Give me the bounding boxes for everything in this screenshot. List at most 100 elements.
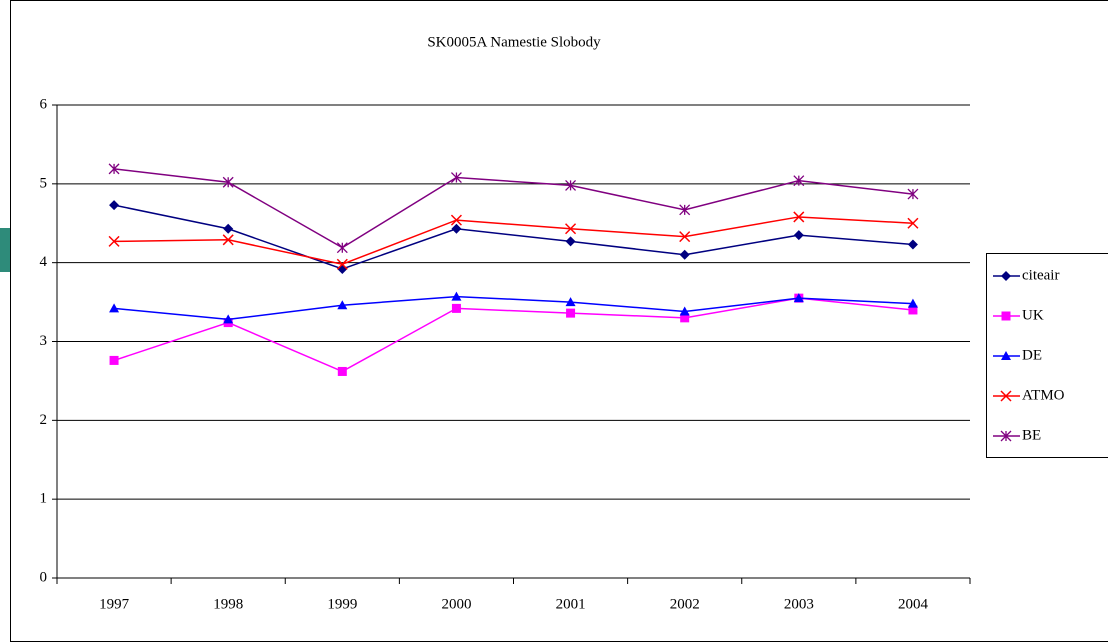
legend-marker	[1000, 390, 1012, 402]
x-tick-label: 2002	[670, 596, 700, 612]
legend-marker	[1001, 311, 1011, 321]
marker-shape	[337, 366, 347, 376]
marker-shape	[566, 308, 576, 318]
data-point	[680, 313, 690, 323]
marker-shape	[565, 179, 577, 191]
data-point	[793, 175, 805, 187]
data-point	[222, 234, 234, 246]
chart-frame	[10, 0, 1108, 642]
marker-shape	[109, 200, 120, 211]
marker-shape	[337, 300, 348, 310]
data-point	[337, 366, 347, 376]
data-point	[222, 176, 234, 188]
marker-shape	[680, 313, 690, 323]
marker-shape	[451, 303, 461, 313]
marker-shape	[679, 306, 690, 316]
series-line	[114, 216, 913, 266]
marker-shape	[1001, 271, 1011, 281]
marker-shape	[223, 223, 234, 234]
marker-shape	[793, 175, 805, 187]
legend-marker	[1001, 351, 1011, 360]
marker-shape	[223, 314, 234, 324]
marker-shape	[1000, 390, 1012, 402]
x-tick-label: 2003	[784, 596, 814, 612]
data-point	[336, 258, 348, 270]
marker-shape	[109, 355, 119, 365]
data-point	[451, 303, 461, 313]
x-tick-label: 1999	[327, 596, 357, 612]
marker-shape	[451, 223, 462, 234]
data-point	[450, 214, 462, 226]
data-point	[109, 303, 120, 313]
legend-label: DE	[1022, 347, 1042, 363]
data-point	[907, 217, 919, 229]
data-point	[908, 305, 918, 315]
data-point	[679, 249, 690, 260]
data-point	[679, 306, 690, 316]
marker-shape	[336, 258, 348, 270]
data-point	[793, 211, 805, 223]
data-point	[907, 188, 919, 200]
legend-label: UK	[1022, 307, 1044, 323]
data-point	[337, 300, 348, 310]
data-point	[450, 172, 462, 183]
legend-marker	[1001, 271, 1011, 281]
data-point	[565, 223, 577, 235]
data-point	[109, 355, 119, 365]
data-point	[451, 223, 462, 234]
x-tick-label: 2001	[556, 596, 586, 612]
data-point	[679, 204, 691, 216]
marker-shape	[1001, 351, 1011, 360]
marker-shape	[450, 214, 462, 226]
side-tab	[0, 228, 10, 272]
marker-shape	[222, 176, 234, 188]
chart-title: SK0005A Namestie Slobody	[427, 34, 601, 50]
marker-shape	[679, 204, 691, 216]
y-tick-label: 1	[40, 491, 48, 507]
data-point	[108, 235, 120, 247]
legend-marker	[1000, 430, 1012, 442]
data-point	[907, 239, 918, 250]
data-point	[793, 230, 804, 241]
y-tick-label: 5	[40, 175, 48, 191]
data-point	[223, 223, 234, 234]
marker-shape	[108, 163, 120, 175]
marker-shape	[565, 223, 577, 235]
x-tick-label: 1998	[213, 596, 243, 612]
marker-shape	[336, 242, 348, 254]
marker-shape	[109, 303, 120, 313]
data-point	[108, 163, 120, 175]
y-tick-label: 4	[40, 254, 48, 270]
data-point	[565, 179, 577, 191]
marker-shape	[451, 291, 462, 301]
y-tick-label: 0	[40, 569, 48, 585]
series-line	[113, 204, 913, 270]
marker-shape	[793, 293, 804, 303]
marker-shape	[793, 211, 805, 223]
data-point	[793, 293, 804, 303]
data-point	[566, 308, 576, 318]
legend-label: ATMO	[1022, 387, 1065, 403]
marker-shape	[450, 172, 462, 183]
y-tick-label: 6	[40, 96, 48, 112]
data-point	[451, 291, 462, 301]
legend-label: citeair	[1022, 267, 1059, 283]
marker-shape	[908, 305, 918, 315]
marker-shape	[907, 188, 919, 200]
series-line	[113, 297, 914, 373]
x-tick-label: 2004	[898, 596, 929, 612]
y-tick-label: 2	[40, 412, 48, 428]
data-point	[679, 231, 691, 243]
legend-label: BE	[1022, 427, 1041, 443]
x-tick-label: 2000	[441, 596, 471, 612]
marker-shape	[222, 234, 234, 246]
marker-shape	[907, 239, 918, 250]
y-tick-label: 3	[40, 333, 48, 349]
data-point	[336, 242, 348, 254]
data-point	[223, 314, 234, 324]
marker-shape	[1000, 430, 1012, 442]
data-point	[109, 200, 120, 211]
series-line	[113, 295, 913, 321]
marker-shape	[565, 236, 576, 247]
